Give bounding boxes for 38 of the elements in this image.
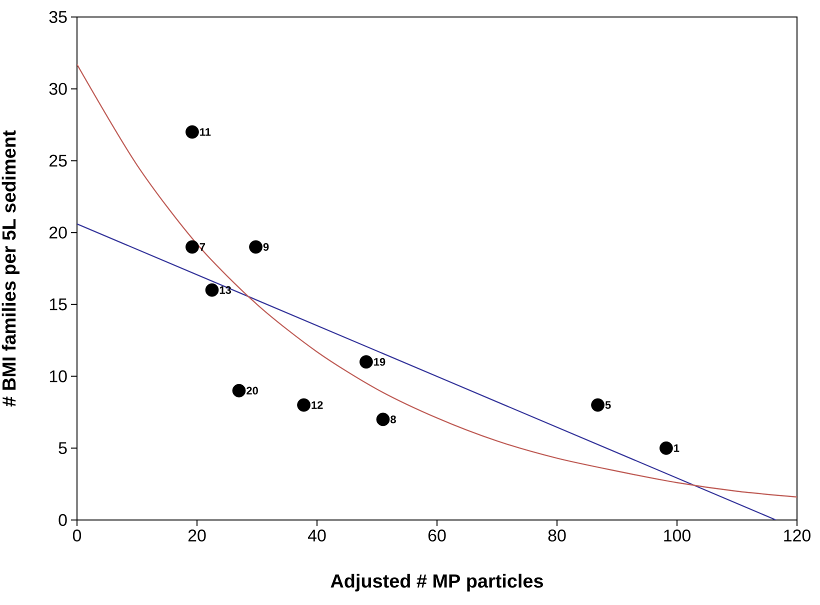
x-tick-label: 40	[308, 530, 326, 542]
y-tick-label: 25	[50, 154, 67, 167]
line-series	[77, 64, 798, 498]
x-tick-label: 0	[72, 530, 82, 542]
x-tick-label: 100	[664, 530, 690, 542]
point	[186, 240, 199, 254]
x-tick-label: 60	[428, 530, 446, 542]
annotation: 1	[674, 444, 680, 452]
y-tick-label: 10	[50, 370, 67, 382]
point	[186, 125, 199, 139]
annotation: 20	[246, 386, 258, 395]
y-tick-label: 0	[58, 514, 67, 526]
annotation: 13	[220, 286, 231, 294]
annotation: 19	[374, 358, 386, 366]
x-tick-label: 80	[548, 530, 566, 542]
y-tick-label: 30	[49, 82, 67, 95]
point	[591, 398, 605, 412]
x-axis-title: Adjusted # MP particles	[330, 574, 543, 592]
annotation: 7	[200, 243, 206, 251]
x-tick-label: 20	[188, 530, 206, 542]
y-tick-label: 35	[49, 11, 67, 23]
point	[376, 412, 390, 426]
y-tick-label: 5	[58, 442, 67, 454]
point	[360, 355, 373, 369]
point	[249, 240, 262, 254]
point	[297, 398, 310, 412]
y-axis-title: # BMI families per 5L sediment	[2, 130, 20, 407]
point	[205, 283, 219, 297]
annotation: 5	[605, 401, 611, 409]
annotation: 12	[312, 401, 323, 409]
y-tick-label: 15	[50, 298, 67, 310]
point	[660, 441, 673, 455]
annotation: 11	[200, 128, 211, 136]
x-tick-label: 120	[784, 530, 810, 542]
y-tick-label: 20	[50, 226, 67, 239]
point	[232, 384, 246, 398]
annotation: 8	[390, 416, 396, 424]
annotation: 9	[263, 243, 269, 251]
